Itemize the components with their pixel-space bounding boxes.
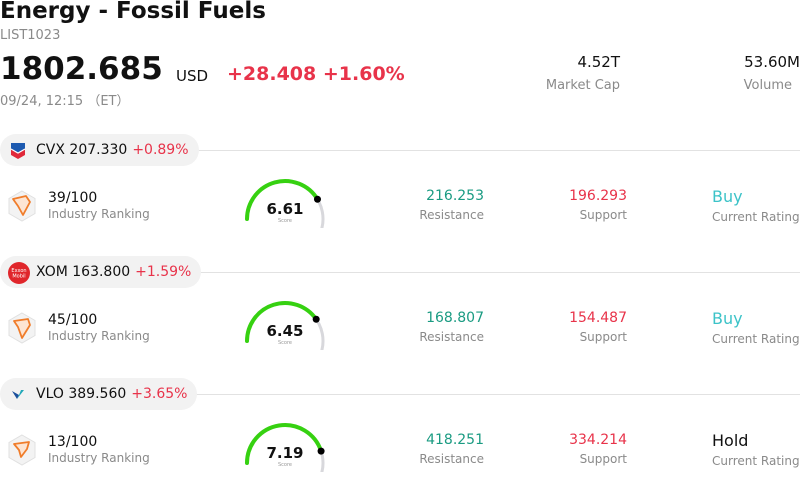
support-value: 196.293 bbox=[569, 188, 627, 204]
support-label: Support bbox=[579, 208, 627, 222]
change-value: +28.408 bbox=[227, 63, 317, 85]
section-divider bbox=[196, 272, 800, 273]
stock-change-percent: +0.89% bbox=[132, 142, 189, 158]
current-rating-value: Buy bbox=[712, 309, 743, 328]
score-label: Score bbox=[277, 340, 292, 346]
score-value: 6.61 bbox=[266, 200, 304, 218]
stock-chip-vlo[interactable]: VLO 389.560 +3.65% bbox=[0, 378, 198, 410]
ranking-radar-icon bbox=[8, 190, 36, 222]
score-gauge bbox=[245, 423, 325, 472]
industry-ranking-label: Industry Ranking bbox=[48, 329, 150, 343]
page-title: Energy - Fossil Fuels bbox=[0, 0, 266, 24]
gauge-fill bbox=[245, 179, 320, 221]
resistance-value: 216.253 bbox=[426, 188, 484, 204]
index-price: 1802.685 bbox=[0, 51, 163, 87]
current-rating-label: Current Rating bbox=[712, 332, 800, 346]
gauge-marker bbox=[313, 195, 321, 203]
valero-logo-icon bbox=[8, 384, 28, 404]
chevron-logo-icon bbox=[8, 140, 28, 160]
score-gauge bbox=[245, 301, 325, 350]
score-value: 7.19 bbox=[266, 444, 304, 462]
section-divider bbox=[196, 150, 800, 151]
resistance-label: Resistance bbox=[419, 208, 484, 222]
score-value: 6.45 bbox=[266, 322, 304, 340]
industry-ranking-label: Industry Ranking bbox=[48, 451, 150, 465]
score-label: Score bbox=[277, 462, 292, 468]
section-divider bbox=[196, 394, 800, 395]
industry-ranking-value: 39/100 bbox=[48, 190, 98, 206]
stock-ticker-price: VLO 389.560 bbox=[36, 386, 127, 402]
stock-ticker-price: CVX 207.330 bbox=[36, 142, 128, 158]
support-label: Support bbox=[579, 330, 627, 344]
stock-change-percent: +3.65% bbox=[131, 386, 188, 402]
stock-change-percent: +1.59% bbox=[135, 264, 192, 280]
price-change: +28.408 +1.60% bbox=[227, 63, 405, 85]
score-gauge bbox=[245, 179, 325, 228]
industry-ranking-value: 45/100 bbox=[48, 312, 98, 328]
current-rating-value: Hold bbox=[712, 431, 749, 450]
resistance-value: 418.251 bbox=[426, 432, 484, 448]
ranking-radar-icon bbox=[8, 434, 36, 466]
current-rating-label: Current Rating bbox=[712, 210, 800, 224]
current-rating-label: Current Rating bbox=[712, 454, 800, 468]
industry-ranking-label: Industry Ranking bbox=[48, 207, 150, 221]
gauge-marker bbox=[317, 447, 325, 455]
svg-text:Exxon: Exxon bbox=[11, 268, 26, 274]
market-cap-label: Market Cap bbox=[545, 78, 620, 93]
volume-value: 53.60M bbox=[744, 53, 800, 71]
support-label: Support bbox=[579, 452, 627, 466]
stock-chip-xom[interactable]: Exxon Mobil XOM 163.800 +1.59% bbox=[0, 256, 202, 288]
volume-label: Volume bbox=[743, 78, 792, 93]
support-value: 334.214 bbox=[569, 432, 627, 448]
stock-ticker-price: XOM 163.800 bbox=[36, 264, 131, 280]
current-rating-value: Buy bbox=[712, 187, 743, 206]
svg-text:Mobil: Mobil bbox=[12, 274, 25, 280]
market-cap-value: 4.52T bbox=[577, 53, 620, 71]
stock-chip-cvx[interactable]: CVX 207.330 +0.89% bbox=[0, 134, 199, 166]
stock-section-cvx: CVX 207.330 +0.89% 39/100 Industry Ranki… bbox=[0, 134, 800, 256]
change-percent: +1.60% bbox=[322, 63, 405, 85]
industry-ranking-value: 13/100 bbox=[48, 434, 98, 450]
score-label: Score bbox=[277, 218, 292, 224]
currency-label: USD bbox=[176, 67, 209, 85]
resistance-label: Resistance bbox=[419, 452, 484, 466]
support-value: 154.487 bbox=[569, 310, 627, 326]
stock-section-vlo: VLO 389.560 +3.65% 13/100 Industry Ranki… bbox=[0, 378, 800, 500]
resistance-value: 168.807 bbox=[426, 310, 484, 326]
timestamp: 09/24, 12:15 （ET） bbox=[0, 94, 130, 109]
gauge-fill bbox=[245, 301, 319, 343]
exxonmobil-logo-icon: Exxon Mobil bbox=[8, 262, 30, 284]
resistance-label: Resistance bbox=[419, 330, 484, 344]
gauge-marker bbox=[312, 315, 320, 323]
ranking-radar-icon bbox=[8, 312, 36, 344]
list-code: LIST1023 bbox=[0, 28, 61, 43]
gauge-fill bbox=[245, 423, 324, 465]
stock-section-xom: Exxon Mobil XOM 163.800 +1.59% 45/100 In… bbox=[0, 256, 800, 378]
